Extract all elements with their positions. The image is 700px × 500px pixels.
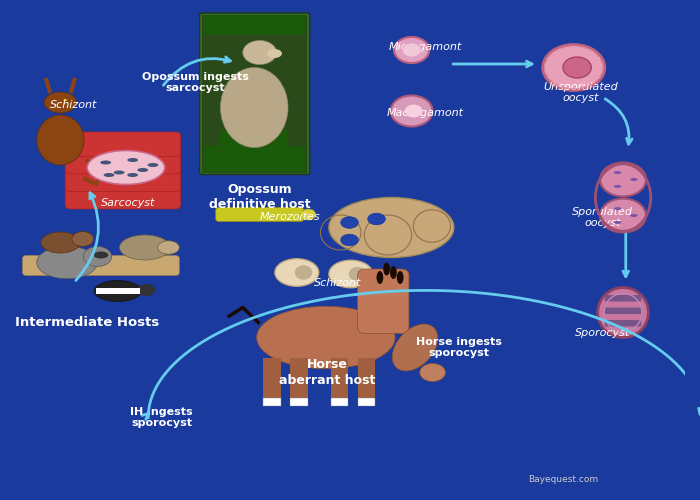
Ellipse shape	[104, 173, 114, 177]
Text: Sporulated
oocyst: Sporulated oocyst	[573, 206, 634, 229]
Ellipse shape	[329, 198, 454, 258]
Ellipse shape	[563, 57, 592, 78]
FancyBboxPatch shape	[216, 208, 304, 222]
Bar	[358, 398, 375, 406]
Ellipse shape	[614, 185, 622, 188]
Ellipse shape	[542, 44, 605, 90]
Ellipse shape	[127, 158, 138, 162]
Ellipse shape	[120, 235, 170, 260]
Text: IH ingests
sporocyst: IH ingests sporocyst	[130, 406, 193, 428]
Ellipse shape	[275, 259, 318, 286]
Ellipse shape	[72, 232, 94, 246]
Ellipse shape	[41, 232, 80, 253]
Ellipse shape	[630, 214, 638, 217]
Ellipse shape	[295, 265, 312, 280]
Ellipse shape	[148, 163, 158, 167]
Ellipse shape	[100, 160, 111, 164]
Ellipse shape	[614, 171, 622, 174]
Ellipse shape	[349, 267, 366, 281]
Ellipse shape	[267, 49, 282, 58]
Text: Microgamont: Microgamont	[389, 42, 462, 52]
Ellipse shape	[137, 284, 155, 296]
Bar	[263, 398, 281, 406]
FancyBboxPatch shape	[22, 256, 179, 276]
Ellipse shape	[368, 213, 385, 225]
Ellipse shape	[341, 234, 358, 245]
Bar	[290, 358, 307, 400]
Ellipse shape	[37, 246, 97, 279]
Ellipse shape	[220, 68, 288, 148]
Ellipse shape	[384, 262, 390, 276]
Text: Intermediate Hosts: Intermediate Hosts	[15, 316, 160, 329]
Text: Bayequest.com: Bayequest.com	[528, 476, 598, 484]
Ellipse shape	[397, 271, 403, 284]
Ellipse shape	[394, 37, 429, 63]
Bar	[202, 15, 307, 172]
Bar	[330, 398, 348, 406]
Ellipse shape	[600, 162, 646, 196]
FancyBboxPatch shape	[199, 13, 309, 174]
Ellipse shape	[377, 271, 384, 284]
Ellipse shape	[127, 173, 138, 177]
Ellipse shape	[420, 364, 445, 382]
Text: Schizont: Schizont	[50, 100, 97, 110]
Ellipse shape	[37, 115, 84, 165]
Ellipse shape	[630, 178, 638, 181]
Text: Merozoites: Merozoites	[260, 212, 321, 222]
Ellipse shape	[243, 40, 276, 64]
Text: Schizont: Schizont	[314, 278, 361, 287]
Ellipse shape	[257, 306, 395, 369]
Ellipse shape	[44, 92, 76, 113]
Bar	[358, 358, 375, 400]
Bar	[263, 358, 281, 400]
Text: Opossum
definitive host: Opossum definitive host	[209, 184, 311, 212]
Ellipse shape	[391, 96, 433, 126]
FancyBboxPatch shape	[605, 295, 641, 302]
Ellipse shape	[87, 150, 164, 184]
FancyBboxPatch shape	[358, 269, 409, 334]
Ellipse shape	[64, 99, 66, 101]
Ellipse shape	[614, 221, 622, 224]
Ellipse shape	[614, 207, 622, 210]
Ellipse shape	[94, 280, 141, 301]
FancyBboxPatch shape	[65, 132, 181, 156]
Text: Horse
aberrant host: Horse aberrant host	[279, 358, 375, 386]
Text: Macrogamont: Macrogamont	[386, 108, 463, 118]
FancyBboxPatch shape	[605, 308, 641, 314]
FancyBboxPatch shape	[605, 320, 641, 326]
Ellipse shape	[341, 217, 358, 228]
Text: Opossum ingests
sarcocyst: Opossum ingests sarcocyst	[142, 72, 249, 94]
Ellipse shape	[392, 324, 438, 371]
Ellipse shape	[402, 43, 421, 57]
FancyBboxPatch shape	[65, 167, 181, 192]
Ellipse shape	[94, 252, 108, 258]
Ellipse shape	[158, 241, 179, 254]
Text: Sporocyst: Sporocyst	[575, 328, 631, 338]
Text: Unsporulated
oocyst: Unsporulated oocyst	[543, 82, 618, 104]
Text: Sarcocyst: Sarcocyst	[101, 198, 155, 207]
Ellipse shape	[329, 260, 373, 288]
Bar	[204, 146, 305, 172]
Bar	[204, 15, 305, 35]
Bar	[290, 398, 307, 406]
Bar	[330, 358, 348, 400]
FancyBboxPatch shape	[65, 150, 181, 174]
Ellipse shape	[405, 104, 422, 118]
Ellipse shape	[137, 168, 148, 172]
Ellipse shape	[390, 266, 397, 279]
Text: Horse ingests
sporocyst: Horse ingests sporocyst	[416, 336, 502, 358]
Ellipse shape	[598, 288, 648, 338]
FancyBboxPatch shape	[65, 184, 181, 209]
Ellipse shape	[301, 209, 316, 220]
Bar	[219, 130, 287, 150]
Ellipse shape	[114, 170, 125, 174]
Ellipse shape	[83, 246, 112, 266]
Ellipse shape	[600, 198, 646, 232]
Bar	[96, 288, 140, 294]
